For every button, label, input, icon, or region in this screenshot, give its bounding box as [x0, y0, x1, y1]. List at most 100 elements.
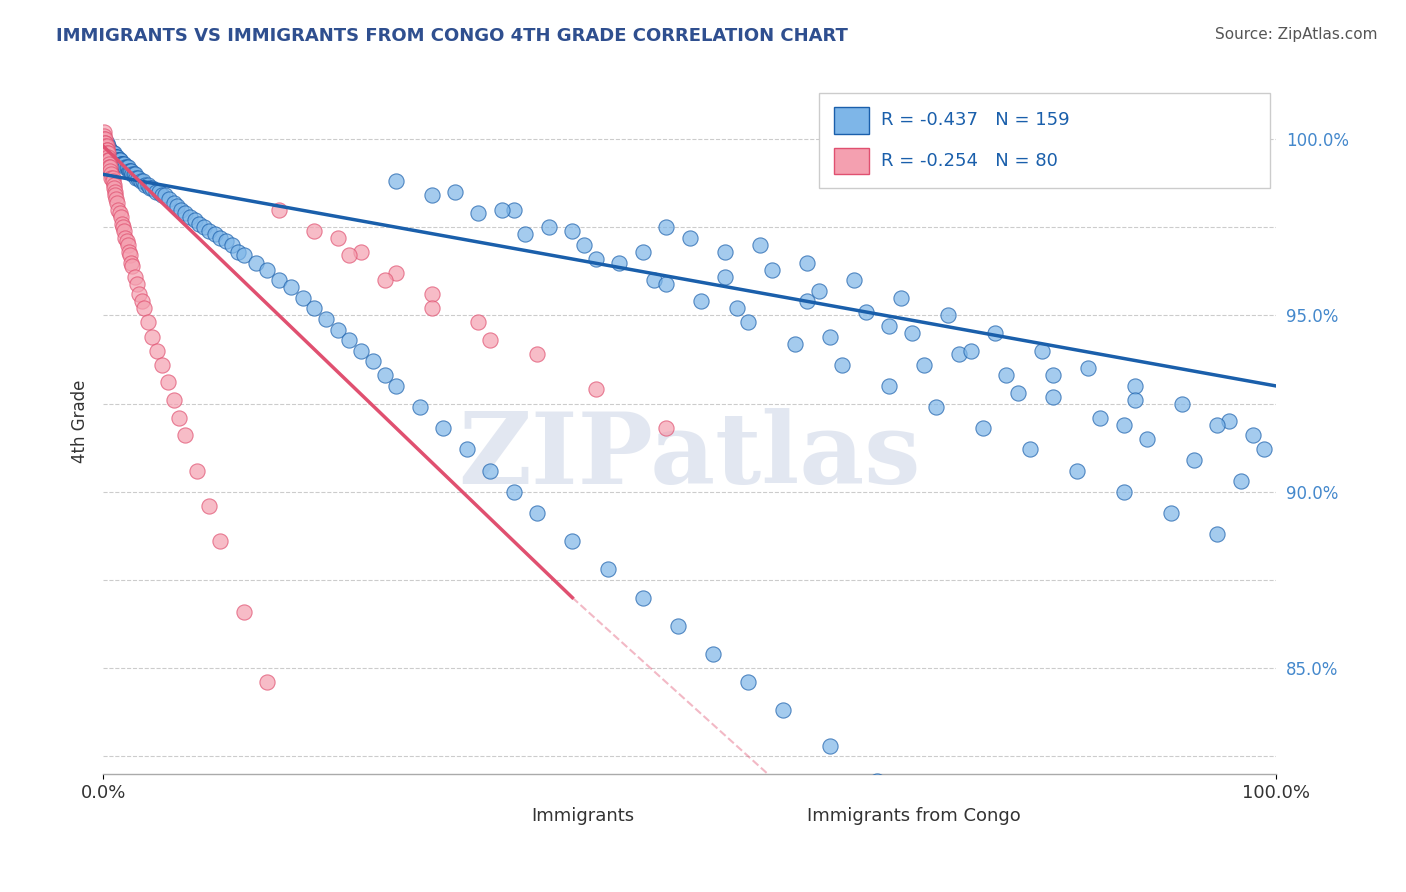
- Point: [831, 358, 853, 372]
- Point: [96, 136, 118, 150]
- Point: [714, 244, 737, 259]
- Point: [807, 284, 830, 298]
- Point: [655, 421, 678, 435]
- Point: [96, 139, 118, 153]
- Point: [112, 220, 135, 235]
- Point: [104, 150, 127, 164]
- Point: [115, 235, 138, 249]
- Point: [912, 809, 935, 823]
- Point: [737, 675, 759, 690]
- Point: [101, 146, 124, 161]
- Point: [124, 167, 146, 181]
- FancyBboxPatch shape: [772, 806, 797, 825]
- Point: [256, 675, 278, 690]
- Point: [326, 322, 349, 336]
- Point: [94, 136, 117, 150]
- Point: [141, 329, 163, 343]
- Point: [98, 143, 121, 157]
- Point: [94, 136, 117, 150]
- Point: [267, 202, 290, 217]
- Point: [1088, 410, 1111, 425]
- FancyBboxPatch shape: [834, 107, 869, 134]
- Point: [120, 163, 142, 178]
- Point: [374, 273, 396, 287]
- Point: [526, 347, 548, 361]
- Point: [291, 780, 314, 795]
- Point: [737, 316, 759, 330]
- Point: [960, 343, 983, 358]
- Point: [1031, 343, 1053, 358]
- Point: [114, 161, 136, 175]
- Point: [304, 224, 326, 238]
- Bar: [818, 93, 1270, 188]
- Point: [291, 291, 314, 305]
- Point: [112, 157, 135, 171]
- Point: [855, 305, 877, 319]
- Point: [420, 287, 443, 301]
- Point: [155, 188, 177, 202]
- Point: [925, 400, 948, 414]
- Point: [796, 294, 818, 309]
- Point: [1077, 361, 1099, 376]
- Point: [183, 213, 205, 227]
- Point: [110, 157, 132, 171]
- Text: R = -0.254   N = 80: R = -0.254 N = 80: [880, 152, 1057, 170]
- Point: [98, 163, 121, 178]
- Point: [866, 774, 889, 789]
- Point: [304, 301, 326, 316]
- Point: [326, 231, 349, 245]
- Point: [350, 343, 373, 358]
- Point: [97, 146, 120, 161]
- Point: [339, 248, 361, 262]
- Point: [995, 368, 1018, 383]
- Point: [666, 619, 689, 633]
- Point: [972, 421, 994, 435]
- Point: [890, 291, 912, 305]
- Point: [561, 224, 583, 238]
- Point: [150, 188, 173, 202]
- Point: [111, 217, 134, 231]
- Point: [105, 150, 128, 164]
- Point: [166, 199, 188, 213]
- Point: [948, 347, 970, 361]
- Point: [108, 153, 131, 168]
- Point: [101, 170, 124, 185]
- Point: [515, 227, 537, 242]
- Point: [1112, 417, 1135, 432]
- Point: [796, 255, 818, 269]
- Point: [169, 202, 191, 217]
- Point: [94, 139, 117, 153]
- Point: [350, 244, 373, 259]
- Point: [134, 178, 156, 192]
- Point: [432, 421, 454, 435]
- Point: [122, 167, 145, 181]
- Point: [139, 181, 162, 195]
- Point: [607, 255, 630, 269]
- Point: [94, 132, 117, 146]
- Point: [572, 238, 595, 252]
- Point: [209, 534, 232, 549]
- Point: [96, 139, 118, 153]
- Point: [385, 266, 408, 280]
- FancyBboxPatch shape: [834, 147, 869, 174]
- Point: [1230, 474, 1253, 488]
- Point: [188, 217, 211, 231]
- Point: [409, 400, 432, 414]
- Text: IMMIGRANTS VS IMMIGRANTS FROM CONGO 4TH GRADE CORRELATION CHART: IMMIGRANTS VS IMMIGRANTS FROM CONGO 4TH …: [56, 27, 848, 45]
- Point: [100, 146, 122, 161]
- Point: [1018, 442, 1040, 457]
- Point: [112, 224, 135, 238]
- Point: [749, 238, 772, 252]
- Point: [631, 244, 654, 259]
- Point: [105, 192, 128, 206]
- Point: [145, 185, 167, 199]
- Point: [1042, 368, 1064, 383]
- Point: [101, 174, 124, 188]
- Point: [491, 202, 513, 217]
- Point: [128, 287, 150, 301]
- Point: [97, 153, 120, 168]
- Point: [1123, 379, 1146, 393]
- Point: [772, 703, 794, 717]
- Point: [267, 273, 290, 287]
- Point: [117, 161, 139, 175]
